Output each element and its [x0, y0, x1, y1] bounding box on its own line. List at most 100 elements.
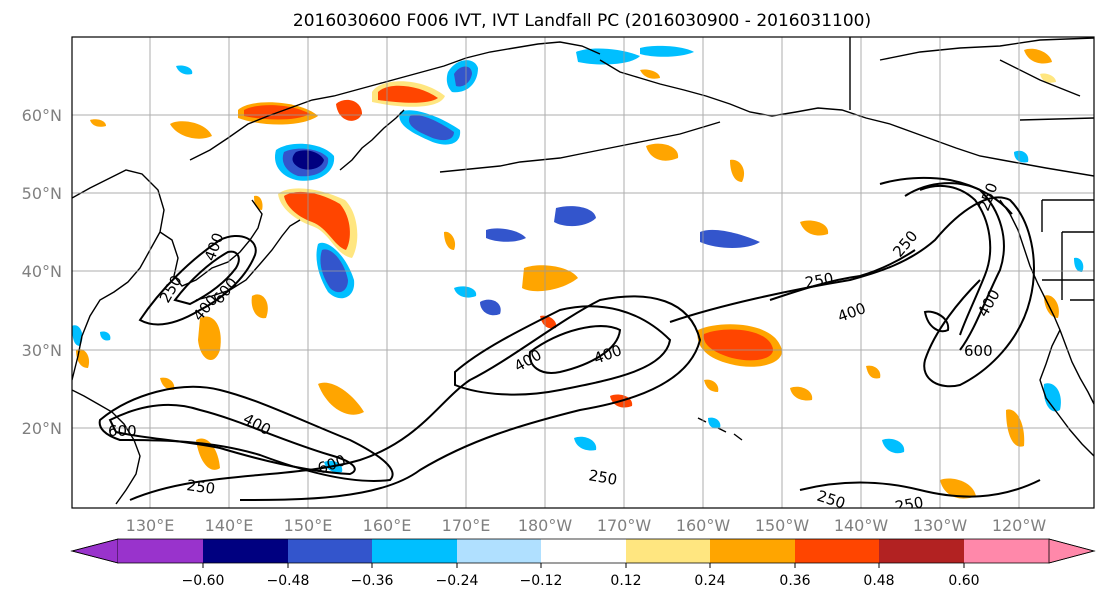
colorbar-segment: [541, 539, 626, 563]
lon-label: 140°E: [205, 516, 254, 535]
colorbar-segment: [626, 539, 710, 563]
positive-anomaly-region: [170, 121, 212, 139]
positive-anomaly-region: [866, 365, 881, 379]
map-title: 2016030600 F006 IVT, IVT Landfall PC (20…: [293, 11, 871, 31]
ivt-contour-400: [454, 305, 672, 396]
colorbar-tick: 0.36: [779, 573, 810, 589]
negative-anomaly-region: [408, 115, 454, 141]
colorbar-tick: −0.24: [436, 573, 479, 589]
ivt-contour-600: [919, 184, 992, 336]
positive-anomaly-region: [198, 316, 221, 361]
contour-label: 250: [815, 487, 848, 513]
alaska-coastline: [599, 59, 1094, 177]
mexico-coast: [1039, 329, 1094, 457]
china-coast: [72, 389, 141, 505]
colorbar: −0.60 −0.48 −0.36 −0.24 −0.12 0.12 0.24 …: [70, 538, 1096, 589]
graticule: [72, 37, 1094, 508]
us-borders: [1041, 200, 1094, 301]
colorbar-tick: −0.12: [520, 573, 563, 589]
colorbar-segment: [372, 539, 457, 563]
colorbar-tick: 0.12: [610, 573, 641, 589]
positive-anomaly-region: [444, 231, 456, 250]
lon-label: 130°W: [913, 516, 968, 535]
ivt-contour-250: [923, 310, 950, 333]
coastlines: [72, 37, 1094, 505]
longitude-labels: 130°E 140°E 150°E 160°E 170°E 180°W 170°…: [126, 516, 1047, 535]
lon-label: 120°W: [992, 516, 1047, 535]
ivt-anomaly-fill: [72, 45, 1084, 499]
positive-anomaly-region: [251, 294, 268, 319]
positive-anomaly-region: [284, 191, 350, 250]
positive-anomaly-region: [800, 220, 829, 236]
lat-label: 30°N: [22, 341, 62, 360]
lat-label: 40°N: [22, 262, 62, 281]
negative-anomaly-region: [72, 325, 83, 346]
ivt-contour-250: [138, 235, 257, 326]
colorbar-segment: [964, 539, 1049, 563]
positive-anomaly-region: [640, 69, 660, 79]
colorbar-segment: [288, 539, 372, 563]
colorbar-tick: −0.36: [351, 573, 394, 589]
contour-label: 250: [587, 466, 618, 489]
contour-label: 600: [108, 422, 137, 440]
latitude-labels: 60°N 50°N 40°N 30°N 20°N: [22, 106, 62, 438]
positive-anomaly-region: [336, 99, 362, 121]
colorbar-extend-low: [70, 538, 119, 564]
lon-label: 180°W: [518, 516, 573, 535]
colorbar-extend-high: [1048, 538, 1096, 564]
negative-anomaly-region: [700, 229, 760, 248]
colorbar-segment: [795, 539, 879, 563]
colorbar-segment: [118, 539, 203, 563]
positive-anomaly-region: [1024, 48, 1052, 64]
japan-coast: [195, 219, 301, 301]
colorbar-segment: [710, 539, 795, 563]
lon-label: 160°W: [676, 516, 731, 535]
positive-anomaly-region: [704, 379, 719, 392]
ivt-contour-400: [173, 250, 240, 306]
lat-label: 60°N: [22, 106, 62, 125]
positive-anomaly-region: [790, 386, 813, 401]
positive-anomaly-region: [703, 329, 773, 361]
lon-label: 130°E: [126, 516, 175, 535]
ivt-contour-250: [799, 479, 1041, 498]
hawaii-islands: [697, 417, 743, 441]
kamchatka-coast: [339, 109, 405, 171]
lat-label: 20°N: [22, 419, 62, 438]
ivt-contour-250: [879, 176, 1013, 215]
contour-label: 250: [804, 269, 835, 292]
colorbar-tick: 0.60: [948, 573, 979, 589]
ivt-contour-600: [528, 325, 622, 374]
ivt-contour-250: [98, 385, 394, 482]
lon-label: 140°W: [834, 516, 889, 535]
contour-labels: 250 400 600 250 400 600 400 400 250 250 …: [108, 180, 1004, 516]
negative-anomaly-region: [1074, 257, 1084, 272]
positive-anomaly-region: [940, 478, 976, 499]
siberia-coastline: [189, 41, 601, 161]
positive-anomaly-region: [378, 85, 438, 103]
negative-anomaly-region: [176, 65, 193, 75]
positive-anomaly-region: [76, 349, 90, 368]
colorbar-segment: [879, 539, 964, 563]
positive-anomaly-region: [646, 143, 679, 161]
contour-label: 250: [894, 493, 925, 516]
negative-anomaly-region: [100, 331, 111, 341]
negative-anomaly-region: [454, 66, 472, 87]
ivt-contour-250: [669, 196, 1035, 388]
negative-anomaly-region: [1014, 150, 1029, 163]
negative-anomaly-region: [486, 228, 526, 242]
asia-coastline: [72, 169, 165, 381]
negative-anomaly-region: [882, 438, 905, 454]
lat-label: 50°N: [22, 184, 62, 203]
negative-anomaly-region: [1043, 383, 1061, 412]
negative-anomaly-region: [640, 45, 694, 57]
colorbar-tick: −0.60: [182, 573, 225, 589]
contour-label: 250: [185, 476, 216, 498]
positive-anomaly-region: [160, 377, 175, 390]
map-frame: [71, 36, 1095, 509]
lon-label: 170°E: [442, 516, 491, 535]
ivt-contour-400: [108, 403, 356, 476]
lon-label: 150°W: [755, 516, 810, 535]
aleutian-chain: [439, 121, 721, 173]
lon-label: 170°W: [597, 516, 652, 535]
